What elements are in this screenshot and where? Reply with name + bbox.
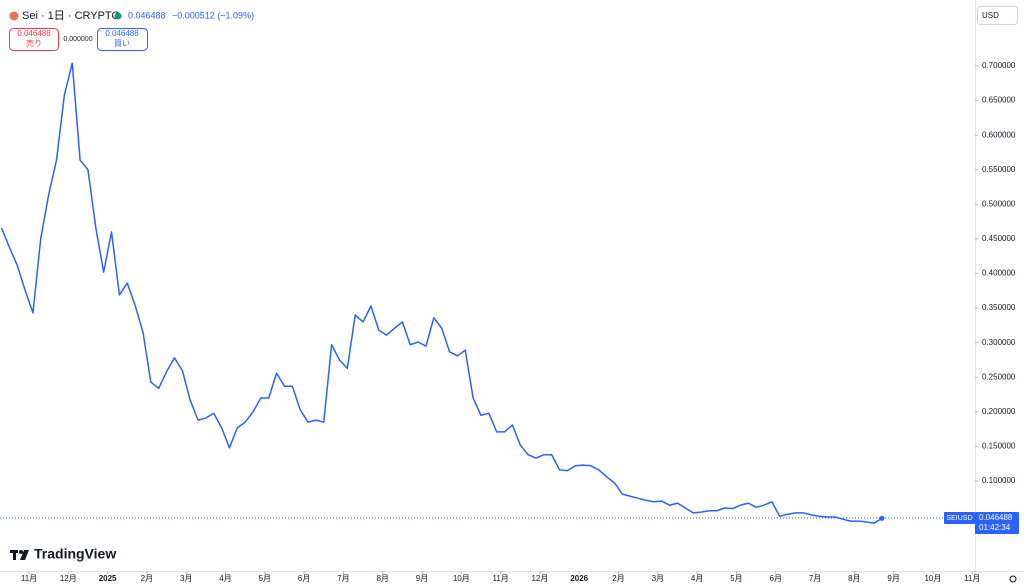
symbol-tag (944, 512, 975, 525)
change: −0.000512 (−1.09%) (172, 10, 254, 20)
y-tick-label: 0.650000 (982, 96, 1016, 105)
currency-button[interactable] (977, 6, 1018, 25)
x-tick-label: 7月 (337, 574, 349, 583)
x-tick-label: 9月 (416, 574, 428, 583)
logo-part (19, 550, 23, 554)
y-tick-label: 0.200000 (982, 407, 1016, 416)
x-tick-label: 10月 (453, 574, 470, 583)
x-tick-label: 4月 (691, 574, 703, 583)
x-tick-label: 8月 (376, 574, 388, 583)
sell-price: 0.046488 (17, 29, 51, 38)
y-tick-label: 0.550000 (982, 165, 1016, 174)
last-point (879, 515, 885, 521)
x-tick-label: 3月 (652, 574, 664, 583)
price-tag (975, 512, 1019, 535)
x-tick-label: 6月 (770, 574, 782, 583)
logo-part (13, 550, 16, 560)
y-tick-label: 0.100000 (982, 476, 1016, 485)
x-tick-label: 11月 (492, 574, 508, 583)
x-tick-label: 2月 (141, 574, 153, 583)
price-line (0, 62, 883, 524)
market-status (114, 12, 122, 20)
brand-name: TradingView (34, 546, 116, 562)
spread: 0.000000 (63, 36, 92, 43)
x-tick-label: 12月 (60, 574, 77, 583)
y-tick-label: 0.500000 (982, 199, 1016, 208)
y-tick-label: 0.250000 (982, 372, 1016, 381)
x-tick-label: 2025 (99, 574, 117, 583)
buy-button[interactable] (97, 28, 148, 51)
x-tick-label: 2026 (570, 574, 588, 583)
x-tick-label: 12月 (531, 574, 548, 583)
x-tick-label: 6月 (298, 574, 310, 583)
symbol-tag-label: SEIUSD (946, 515, 972, 522)
countdown: 01:42:34 (979, 523, 1011, 532)
price: 0.046488 (128, 10, 166, 20)
y-tick-label: 0.700000 (982, 61, 1016, 70)
sell-label: 売り (26, 38, 42, 48)
settings-icon[interactable] (1009, 575, 1017, 583)
x-tick-label: 9月 (887, 574, 899, 583)
currency: USD (982, 11, 999, 20)
y-tick-label: 0.350000 (982, 303, 1016, 312)
x-tick-label: 3月 (180, 574, 192, 583)
buy-price: 0.046488 (105, 29, 139, 38)
y-tick-label: 0.300000 (982, 338, 1016, 347)
x-tick-label: 11月 (21, 574, 37, 583)
brand-logo: TradingView (10, 546, 116, 562)
y-tick-label: 0.400000 (982, 269, 1016, 278)
y-tick-label: 0.450000 (982, 234, 1016, 243)
sell-button[interactable] (9, 28, 59, 51)
symbol-icon (9, 11, 19, 21)
x-tick-label: 4月 (219, 574, 231, 583)
x-tick-label: 8月 (848, 574, 860, 583)
y-tick-label: 0.150000 (982, 442, 1016, 451)
x-tick-label: 10月 (924, 574, 941, 583)
x-tick-label: 2月 (612, 574, 624, 583)
x-tick-label: 11月 (964, 574, 980, 583)
logo-part (20, 550, 29, 560)
x-tick-label: 7月 (809, 574, 821, 583)
price-tag-label: 0.046488 (979, 513, 1013, 522)
x-tick-label: 5月 (730, 574, 742, 583)
buy-label: 買い (114, 39, 130, 48)
symbol-title: Sei · 1日 · CRYPTO (22, 10, 120, 22)
x-tick-label: 5月 (259, 574, 271, 583)
y-tick-label: 0.600000 (982, 130, 1016, 139)
